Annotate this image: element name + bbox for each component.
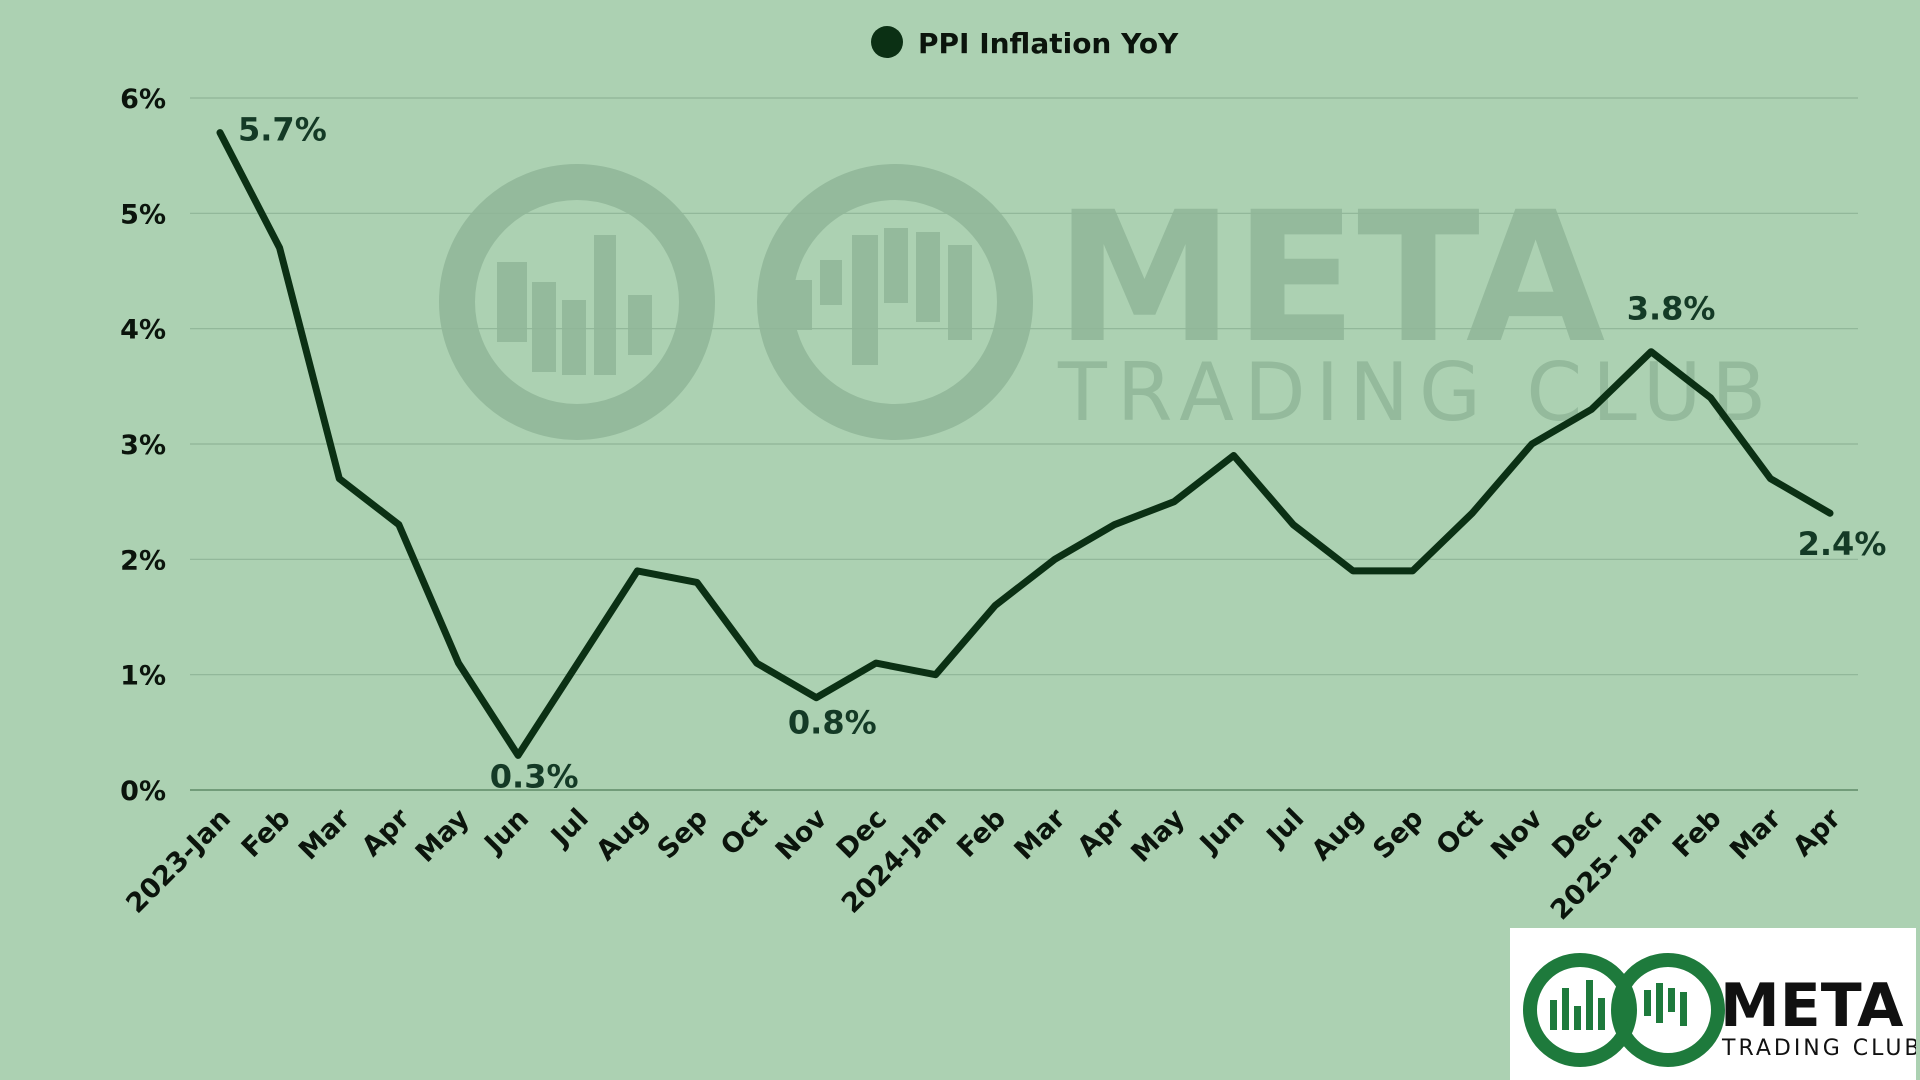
series-group xyxy=(216,129,1834,759)
watermark-line2: TRADING CLUB xyxy=(1057,346,1776,439)
brand-logo-box: META TRADING CLUB xyxy=(1510,928,1916,1080)
x-tick-label: Jul xyxy=(544,803,595,854)
x-tick-label: Oct xyxy=(715,803,774,862)
legend-label: PPI Inflation YoY xyxy=(918,27,1179,60)
x-tick-label: Apr xyxy=(356,803,416,863)
y-tick-label: 0% xyxy=(120,776,166,807)
data-label: 0.8% xyxy=(788,704,877,742)
x-tick-label: May xyxy=(410,803,476,869)
watermark-logo: META TRADING CLUB xyxy=(439,164,1776,440)
x-tick-label: Aug xyxy=(590,803,654,867)
legend: PPI Inflation YoY xyxy=(871,26,1179,60)
gridlines xyxy=(190,97,1858,791)
y-tick-label: 2% xyxy=(120,545,166,576)
x-tick-label: Aug xyxy=(1306,803,1370,867)
x-tick-label: May xyxy=(1125,803,1191,869)
x-tick-label: Sep xyxy=(652,803,714,865)
y-tick-label: 6% xyxy=(120,84,166,115)
x-tick-label: Nov xyxy=(1485,803,1549,867)
data-label: 5.7% xyxy=(238,111,327,149)
x-tick-label: Sep xyxy=(1367,803,1429,865)
y-tick-label: 4% xyxy=(120,315,166,346)
x-tick-label: Mar xyxy=(293,803,357,867)
x-tick-label: 2023-Jan xyxy=(120,803,237,920)
x-tick-label: Feb xyxy=(236,803,297,864)
x-tick-label: Jul xyxy=(1260,803,1311,854)
x-tick-label: Feb xyxy=(951,803,1012,864)
data-label: 3.8% xyxy=(1627,290,1716,328)
data-labels: 5.7% 0.3% 0.8% 3.8% 2.4% xyxy=(238,111,1886,796)
watermark-line1: META xyxy=(1055,174,1605,383)
brand-logo-icon: META TRADING CLUB xyxy=(1523,953,1916,1067)
x-tick-label: Apr xyxy=(1787,803,1847,863)
x-tick-label: Apr xyxy=(1072,803,1132,863)
x-tick-label: Oct xyxy=(1431,803,1490,862)
y-axis: 0% 1% 2% 3% 4% 5% 6% xyxy=(120,84,166,807)
x-tick-label: Jun xyxy=(477,803,535,861)
y-tick-label: 3% xyxy=(120,430,166,461)
legend-marker xyxy=(871,26,903,58)
x-tick-label: Nov xyxy=(770,803,834,867)
data-label: 2.4% xyxy=(1798,525,1887,563)
logo-line1: META xyxy=(1720,971,1904,1041)
y-tick-label: 1% xyxy=(120,661,166,692)
x-tick-label: Mar xyxy=(1724,803,1788,867)
x-tick-label: Feb xyxy=(1667,803,1728,864)
x-tick-label: Jun xyxy=(1193,803,1251,861)
x-tick-label: Mar xyxy=(1009,803,1073,867)
x-tick-label: 2025- Jan xyxy=(1545,803,1668,926)
y-tick-label: 5% xyxy=(120,199,166,230)
data-label: 0.3% xyxy=(490,757,579,795)
logo-line2: TRADING CLUB xyxy=(1721,1036,1916,1061)
series-line xyxy=(216,129,1834,759)
